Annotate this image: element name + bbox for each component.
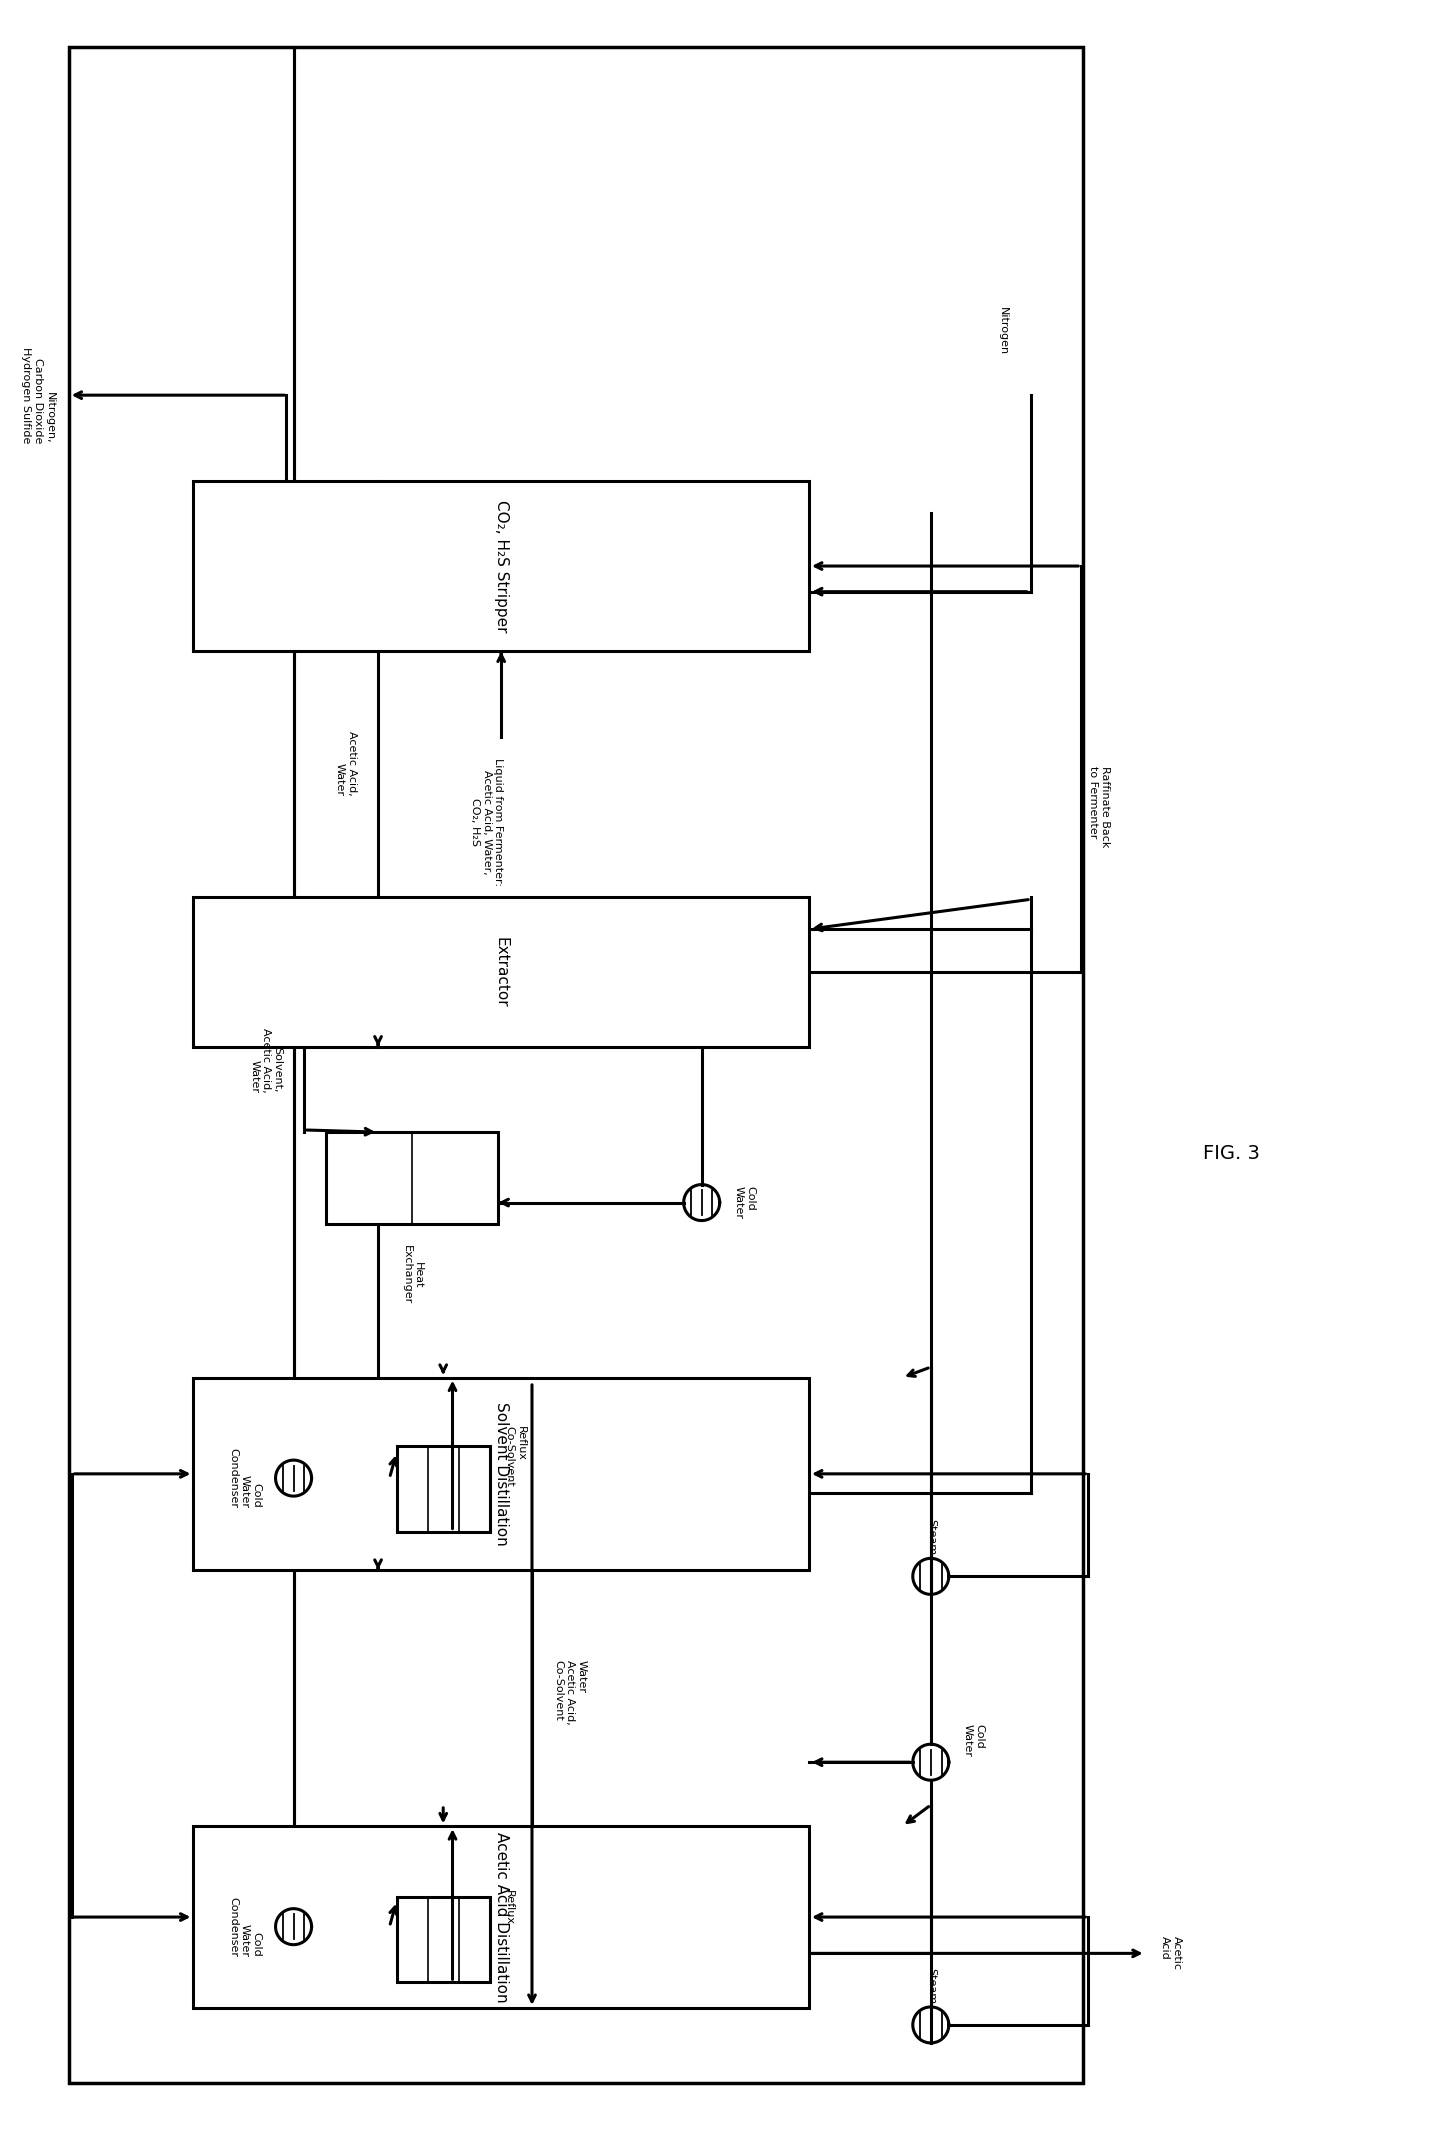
Text: Acetic Acid Distillation: Acetic Acid Distillation bbox=[494, 1833, 508, 2001]
Text: Solvent Distillation: Solvent Distillation bbox=[494, 1401, 508, 1546]
Bar bbox=[397, 1446, 490, 1532]
Text: Nitrogen: Nitrogen bbox=[998, 308, 1007, 355]
Text: CO₂, H₂S Stripper: CO₂, H₂S Stripper bbox=[494, 500, 508, 632]
Bar bbox=[193, 481, 809, 651]
Text: Raffinate Back
to Fermenter: Raffinate Back to Fermenter bbox=[1088, 765, 1110, 848]
Text: Acetic Acid,
Water: Acetic Acid, Water bbox=[335, 731, 357, 797]
Bar bbox=[69, 47, 1083, 2083]
Text: Heat
Exchanger: Heat Exchanger bbox=[401, 1245, 424, 1305]
Text: Steam: Steam bbox=[927, 1967, 935, 2004]
Text: Reflux: Reflux bbox=[504, 1890, 514, 1925]
Text: Reflux
Co-Solvent: Reflux Co-Solvent bbox=[504, 1427, 526, 1487]
Text: Cold
Water
Condenser: Cold Water Condenser bbox=[228, 1448, 261, 1508]
Bar bbox=[326, 1132, 498, 1224]
Bar bbox=[193, 1378, 809, 1570]
Text: Solvent,
Acetic Acid,
Water: Solvent, Acetic Acid, Water bbox=[249, 1027, 282, 1094]
Text: Water
Acetic Acid,
Co-Solvent: Water Acetic Acid, Co-Solvent bbox=[553, 1660, 587, 1726]
Text: Cold
Water: Cold Water bbox=[964, 1724, 985, 1758]
Text: Acetic
Acid: Acetic Acid bbox=[1160, 1937, 1181, 1969]
Bar bbox=[397, 1897, 490, 1982]
Text: Nitrogen,
Carbon Dioxide
Hydrogen Sulfide: Nitrogen, Carbon Dioxide Hydrogen Sulfid… bbox=[21, 346, 54, 444]
Text: Cold
Water: Cold Water bbox=[735, 1185, 756, 1220]
Text: Steam: Steam bbox=[927, 1519, 935, 1555]
Text: Liquid from Fermenter:
Acetic Acid, Water,
CO₂, H₂S: Liquid from Fermenter: Acetic Acid, Wate… bbox=[470, 758, 504, 886]
Bar bbox=[193, 897, 809, 1047]
Bar bbox=[193, 1826, 809, 2008]
Text: Cold
Water
Condenser: Cold Water Condenser bbox=[228, 1897, 261, 1957]
Text: FIG. 3: FIG. 3 bbox=[1203, 1145, 1260, 1162]
Text: Extractor: Extractor bbox=[494, 936, 508, 1008]
